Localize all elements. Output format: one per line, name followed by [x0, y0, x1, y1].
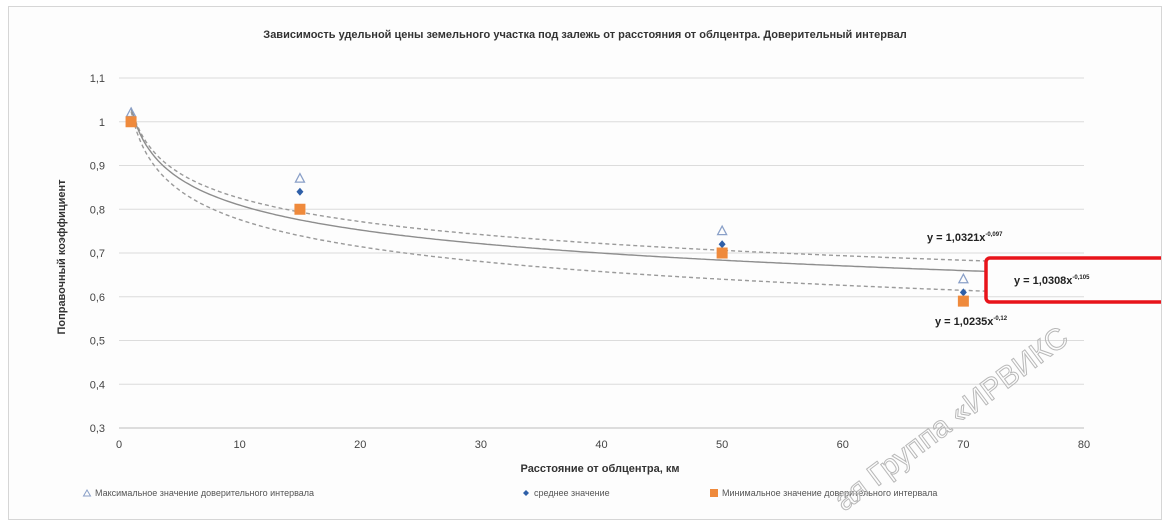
mean-marker: [718, 240, 726, 249]
max-marker: [294, 172, 306, 183]
max-marker: [957, 272, 969, 284]
y-tick-label: 0,6: [90, 292, 105, 304]
y-tick-label: 0,8: [90, 204, 105, 216]
y-tick-label: 0,3: [90, 423, 105, 435]
min-marker: [957, 295, 969, 307]
chart-svg: Зависимость удельной цены земельного уча…: [56, 29, 1161, 518]
x-tick-label: 50: [716, 439, 728, 451]
watermark-text: ая Группа «ИРВИКС: [828, 321, 1074, 518]
legend-mean-icon: [523, 490, 529, 496]
y-tick-label: 1: [99, 117, 105, 129]
trendline: [130, 111, 988, 292]
trendline-equation: y = 1,0308x-0,105: [1014, 275, 1090, 287]
min-marker: [716, 247, 728, 259]
x-tick-labels: 0 10 20 30 40 50 60 70 80: [116, 439, 1090, 451]
x-tick-label: 0: [116, 439, 122, 451]
x-tick-label: 60: [837, 439, 849, 451]
chart-title: Зависимость удельной цены земельного уча…: [263, 29, 906, 41]
trendline: [130, 107, 988, 262]
chart-frame: Зависимость удельной цены земельного уча…: [8, 6, 1162, 520]
y-tick-labels: 0,3 0,4 0,5 0,6 0,7 0,8 0,9 1 1,1: [90, 73, 105, 435]
trendline-equation: y = 1,0321x-0,097: [927, 232, 1003, 244]
y-axis-label: Поправочный коэффициент: [56, 179, 68, 335]
y-tick-label: 0,5: [90, 336, 105, 348]
max-marker: [716, 224, 728, 236]
x-tick-label: 40: [595, 439, 607, 451]
data-markers: [125, 106, 969, 307]
min-marker: [125, 116, 137, 128]
y-tick-label: 0,9: [90, 161, 105, 173]
y-tick-label: 1,1: [90, 73, 105, 85]
mean-marker: [959, 288, 967, 297]
legend-label: Минимальное значение доверительного инте…: [722, 488, 937, 498]
legend-label: среднее значение: [534, 488, 610, 498]
y-tick-label: 0,4: [90, 379, 105, 391]
mean-marker: [296, 187, 304, 196]
legend: Максимальное значение доверительного инт…: [82, 488, 937, 498]
trendline-equations: y = 1,0321x-0,097 y = 1,0308x-0,105 y = 1,…: [927, 232, 1090, 328]
min-marker: [294, 203, 306, 215]
trendline: [130, 108, 988, 273]
highlight-box: [984, 256, 1161, 304]
legend-min-icon: [710, 489, 718, 497]
x-tick-label: 80: [1078, 439, 1090, 451]
x-axis-label: Расстояние от облцентра, км: [521, 463, 680, 475]
trendlines: [130, 107, 988, 292]
legend-max-icon: [82, 489, 92, 497]
trendline-equation: y = 1,0235x-0,12: [935, 316, 1008, 328]
x-tick-label: 30: [475, 439, 487, 451]
legend-label: Максимальное значение доверительного инт…: [95, 488, 314, 498]
x-tick-label: 70: [957, 439, 969, 451]
y-tick-label: 0,7: [90, 248, 105, 260]
x-tick-label: 20: [354, 439, 366, 451]
x-tick-label: 10: [234, 439, 246, 451]
